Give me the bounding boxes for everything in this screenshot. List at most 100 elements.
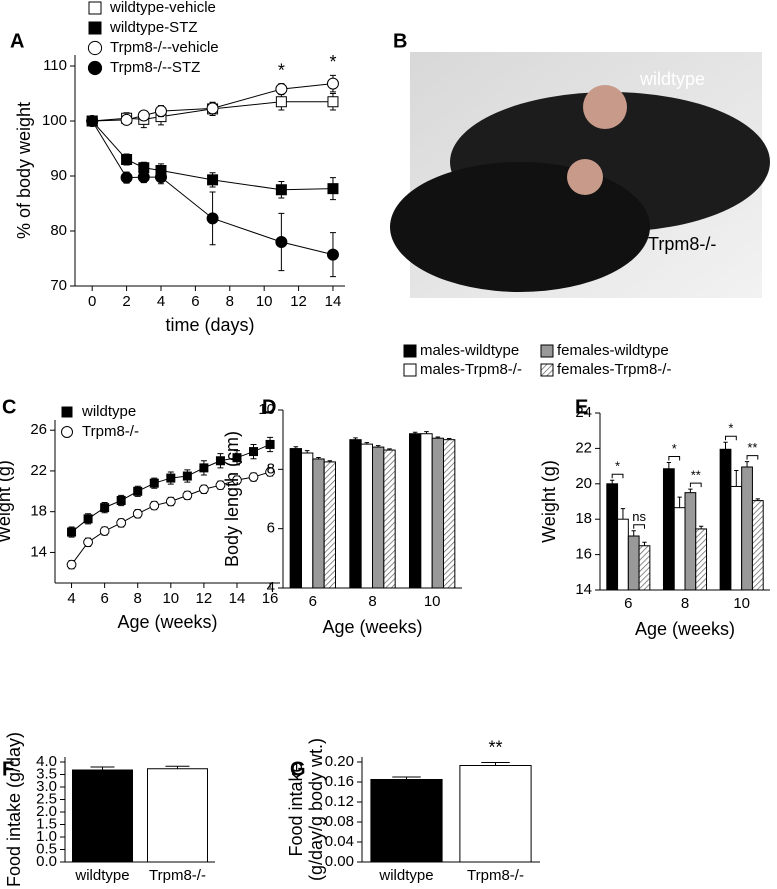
legend-label: Trpm8-/--vehicle [110,39,219,56]
x-tick-label: 6 [309,593,317,610]
marker [116,495,126,505]
annotation: * [728,421,733,436]
x-tick-label: 4 [67,590,75,607]
marker [206,212,219,225]
marker [166,473,176,483]
bar [684,492,697,591]
bar [72,769,133,863]
legend-label: females-Trpm8-/- [557,361,671,378]
bar [751,500,764,591]
legend-label: females-wildtype [557,342,669,359]
y-tick-label: 110 [43,57,67,74]
bracket [611,473,624,479]
legend-marker [87,40,103,56]
y-tick-label: 1.5 [36,815,57,832]
legend-swatch [540,344,554,358]
y-tick-label: 3.0 [36,778,57,795]
legend-marker [88,21,102,35]
marker [149,500,160,511]
y-tick-label: 0.12 [325,793,354,810]
error-bar [387,448,392,451]
x-tick-label: 6 [100,590,108,607]
ear [583,85,627,129]
marker [275,83,288,96]
y-tick-label: 100 [42,112,67,129]
y-tick-label: 80 [50,222,67,239]
bar [638,545,651,591]
error-bar [392,776,421,780]
marker [327,183,339,195]
error-bar [666,462,672,469]
x-tick-label: 2 [122,293,130,310]
annotation: ** [488,737,502,757]
marker [120,171,133,184]
legend-swatch [540,363,554,377]
marker [67,527,77,537]
error-bar [327,460,333,462]
marker [207,174,219,186]
marker [249,447,259,457]
bar [719,448,732,591]
annotation: * [615,459,620,474]
y-axis-title: Food intake (g/day) [4,732,24,887]
y-tick-label: 1.0 [36,828,57,845]
ear [567,159,603,195]
legend-marker [88,1,102,15]
bar [312,458,325,589]
x-tick-label: 8 [681,595,689,612]
x-axis-title: time (days) [165,315,254,335]
mouse-front [390,162,650,292]
error-bar [744,461,750,467]
marker [275,236,288,248]
bar [408,433,422,589]
y-tick-label: 18 [30,503,47,520]
y-tick-label: 24 [575,404,592,421]
x-tick-label: wildtype [378,867,433,884]
marker [154,105,167,118]
marker [86,115,99,127]
bar [695,528,708,591]
x-tick-label: 10 [733,595,750,612]
y-tick-label: 2.5 [36,790,57,807]
marker [265,439,275,449]
y-axis-title: Weight (g) [539,460,559,543]
y-tick-label: 2.0 [36,803,57,820]
panel-letter: C [2,396,16,418]
legend-label: wildtype-vehicle [109,0,216,16]
marker [182,490,193,501]
y-tick-label: 18 [575,510,592,527]
x-axis-title: Age (weeks) [635,619,735,639]
error-bar [165,765,190,769]
bar [300,452,314,589]
y-axis-title: Food intake [286,762,306,856]
marker [121,154,133,165]
legend-label: males-Trpm8-/- [420,361,522,378]
y-tick-label: 0.5 [36,840,57,857]
marker [132,508,143,519]
error-bar [446,437,452,440]
bracket [668,456,681,461]
legend-label: Trpm8-/- [82,423,139,440]
x-tick-label: 0 [88,293,96,310]
marker [206,102,219,115]
y-tick-label: 26 [30,421,47,438]
legend-marker [61,406,73,418]
x-tick-label: Trpm8-/- [149,867,206,884]
marker [99,526,110,536]
error-bar [620,508,626,520]
bracket [633,524,645,529]
y-tick-label: 14 [30,543,47,560]
x-tick-label: 6 [191,293,199,310]
bar [420,433,433,589]
marker [137,171,150,184]
annotation: ** [747,440,757,455]
x-tick-label: 14 [325,293,342,310]
bracket [725,435,737,441]
error-bar [435,436,441,439]
bar [349,439,362,589]
panel-letter: G [290,758,306,780]
legend-marker [87,60,103,76]
marker [116,517,127,528]
marker [215,456,225,466]
marker [327,96,339,108]
